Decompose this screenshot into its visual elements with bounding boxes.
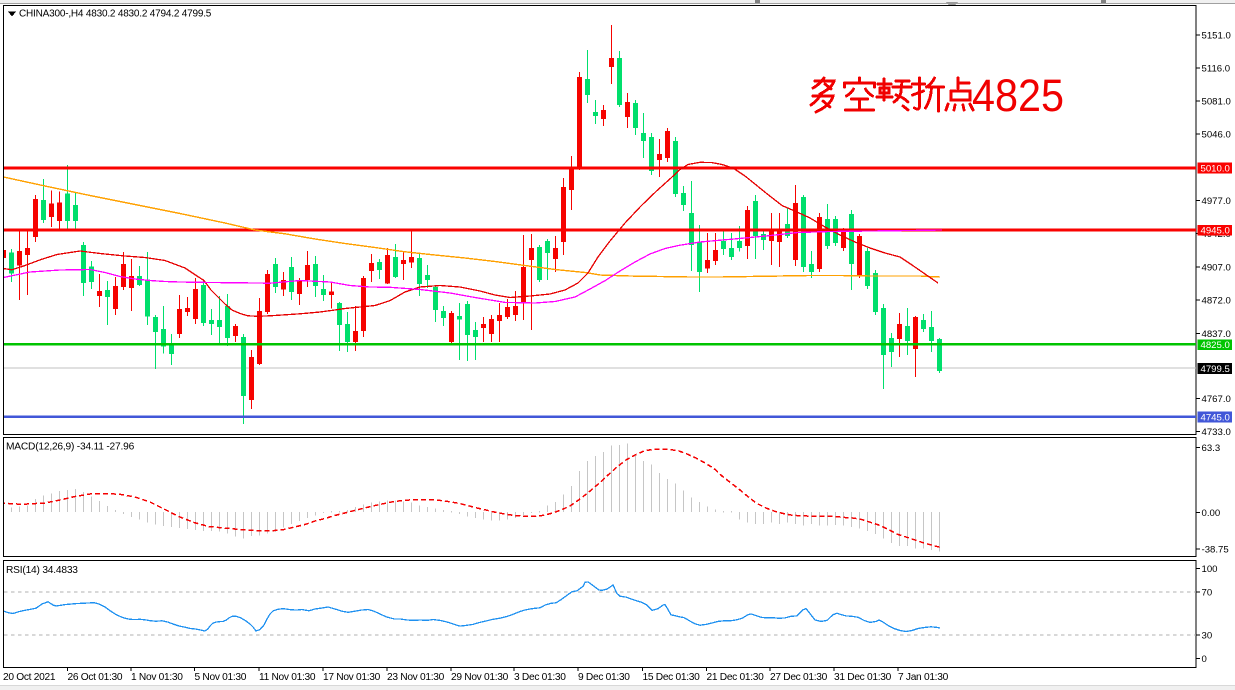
svg-text:4837.0: 4837.0 xyxy=(1202,329,1231,340)
svg-text:4745.0: 4745.0 xyxy=(1201,412,1230,423)
svg-text:100: 100 xyxy=(1202,564,1218,575)
svg-text:CHINA300-,H4 4830.2 4830.2 47: CHINA300-,H4 4830.2 4830.2 4794.2 4799.5 xyxy=(19,9,212,20)
svg-text:29 Nov 01:30: 29 Nov 01:30 xyxy=(451,672,509,683)
svg-text:0.00: 0.00 xyxy=(1202,508,1221,519)
svg-text:9 Dec 01:30: 9 Dec 01:30 xyxy=(578,672,630,683)
svg-text:5046.0: 5046.0 xyxy=(1202,129,1231,140)
svg-text:21 Dec 01:30: 21 Dec 01:30 xyxy=(707,672,765,683)
svg-text:4767.0: 4767.0 xyxy=(1202,394,1231,405)
svg-text:MACD(12,26,9) -34.11 -27.96: MACD(12,26,9) -34.11 -27.96 xyxy=(6,442,135,453)
svg-text:26 Oct 01:30: 26 Oct 01:30 xyxy=(68,672,123,683)
svg-text:5151.0: 5151.0 xyxy=(1202,30,1231,41)
svg-text:1 Nov 01:30: 1 Nov 01:30 xyxy=(131,672,183,683)
svg-text:4825.0: 4825.0 xyxy=(1201,340,1230,351)
svg-text:-38.75: -38.75 xyxy=(1202,544,1229,555)
svg-text:5081.0: 5081.0 xyxy=(1202,96,1231,107)
svg-text:15 Dec 01:30: 15 Dec 01:30 xyxy=(643,672,701,683)
svg-text:4825: 4825 xyxy=(972,70,1064,121)
svg-text:30: 30 xyxy=(1202,630,1213,641)
svg-text:4977.0: 4977.0 xyxy=(1202,196,1231,207)
svg-text:4733.0: 4733.0 xyxy=(1202,427,1231,438)
svg-text:RSI(14) 34.4833: RSI(14) 34.4833 xyxy=(6,565,78,576)
svg-text:4872.0: 4872.0 xyxy=(1202,296,1231,307)
svg-text:31 Dec 01:30: 31 Dec 01:30 xyxy=(834,672,892,683)
svg-text:3 Dec 01:30: 3 Dec 01:30 xyxy=(514,672,566,683)
svg-text:4799.5: 4799.5 xyxy=(1201,364,1230,375)
svg-text:27 Dec 01:30: 27 Dec 01:30 xyxy=(770,672,828,683)
svg-text:63.3: 63.3 xyxy=(1202,443,1221,454)
svg-text:11 Nov 01:30: 11 Nov 01:30 xyxy=(259,672,316,683)
svg-text:17 Nov 01:30: 17 Nov 01:30 xyxy=(323,672,381,683)
svg-text:23 Nov 01:30: 23 Nov 01:30 xyxy=(387,672,445,683)
svg-text:5116.0: 5116.0 xyxy=(1202,63,1231,74)
svg-text:5 Nov 01:30: 5 Nov 01:30 xyxy=(195,672,247,683)
svg-text:20 Oct 2021: 20 Oct 2021 xyxy=(3,672,56,683)
svg-text:4907.0: 4907.0 xyxy=(1202,262,1231,273)
svg-text:0: 0 xyxy=(1202,654,1207,665)
svg-text:4945.0: 4945.0 xyxy=(1201,226,1230,237)
svg-text:7 Jan 01:30: 7 Jan 01:30 xyxy=(898,672,949,683)
svg-text:5010.0: 5010.0 xyxy=(1201,163,1230,174)
svg-text:70: 70 xyxy=(1202,587,1213,598)
